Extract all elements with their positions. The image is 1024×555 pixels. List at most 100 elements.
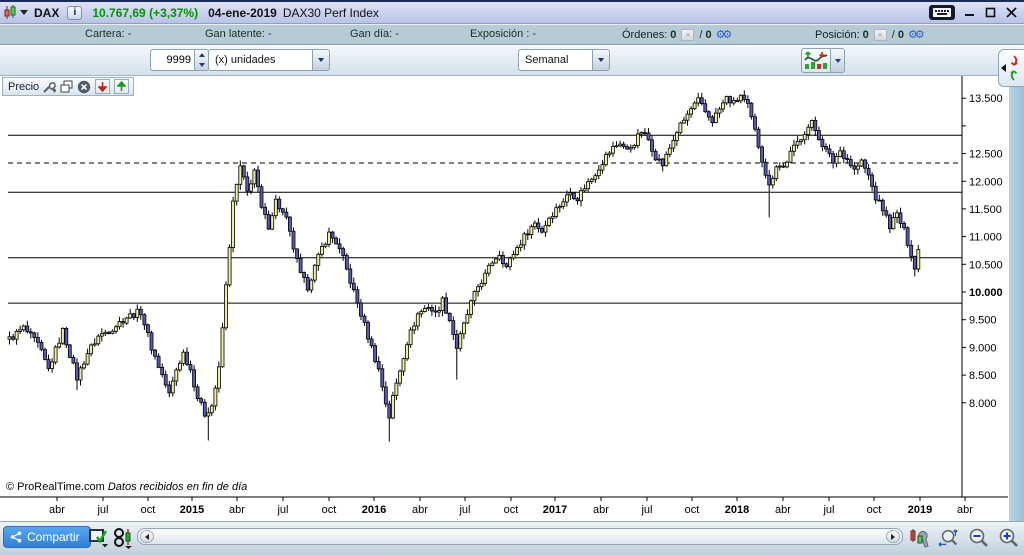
last-price-change: 10.767,69 (+3,37%): [92, 5, 199, 20]
price-style-button[interactable]: [112, 526, 134, 549]
svg-text:abr: abr: [957, 504, 973, 516]
svg-text:oct: oct: [867, 504, 882, 516]
svg-text:10.000: 10.000: [969, 287, 1003, 299]
maximize-icon[interactable]: [983, 6, 997, 20]
chart-style-dropdown-icon[interactable]: [831, 48, 845, 73]
quantity-group: [150, 49, 209, 71]
timeframe-dropdown-icon[interactable]: [592, 50, 609, 70]
posicion-label: Posición:: [815, 28, 860, 41]
svg-text:abr: abr: [775, 504, 791, 516]
svg-text:12.000: 12.000: [969, 176, 1003, 188]
exposicion-status: Exposición : -: [470, 28, 537, 40]
svg-text:9.000: 9.000: [969, 342, 997, 354]
price-panel-header: Precio: [2, 77, 135, 96]
move-panel-up-button[interactable]: [114, 79, 130, 94]
monitor-check-icon: [89, 528, 108, 547]
units-select[interactable]: (x) unidades: [208, 49, 330, 71]
posicion-status: Posición: 0 × / 0 ⚙⚙: [815, 28, 925, 41]
orders-settings-icon[interactable]: ⚙⚙: [715, 29, 733, 41]
svg-text:abr: abr: [229, 504, 245, 516]
instrument-name: DAX30 Perf Index: [282, 5, 379, 20]
units-dropdown-icon[interactable]: [312, 50, 329, 70]
ordenes-separator: /: [699, 28, 703, 41]
chart-horizontal-scrollbar[interactable]: [137, 528, 903, 545]
svg-text:2019: 2019: [908, 504, 932, 516]
chart-style-button[interactable]: [801, 48, 845, 73]
close-icon[interactable]: [1004, 6, 1018, 20]
svg-text:jul: jul: [458, 504, 470, 516]
svg-text:jul: jul: [822, 504, 834, 516]
svg-text:2016: 2016: [362, 504, 386, 516]
ordenes-count2: 0: [705, 28, 712, 41]
chart-region: 13.500 12.500 12.000 11.500 11.000 10.500 10.0…: [0, 49, 1024, 521]
last-date: 04-ene-2019: [208, 5, 277, 20]
posicion-count: 0: [862, 28, 869, 41]
svg-text:2018: 2018: [725, 504, 749, 516]
units-selected-value: (x) unidades: [215, 54, 276, 66]
move-panel-down-button[interactable]: [95, 79, 111, 94]
share-icon: [10, 531, 22, 543]
stepper-up-icon[interactable]: [195, 50, 208, 60]
svg-text:8.500: 8.500: [969, 370, 997, 382]
arrow-up-green-icon: [117, 81, 127, 91]
keyboard-icon[interactable]: [929, 5, 955, 20]
svg-text:oct: oct: [504, 504, 519, 516]
close-panel-icon[interactable]: [77, 80, 91, 94]
chart-style-icon[interactable]: [801, 48, 831, 73]
wrench-candle-icon: [910, 528, 929, 548]
svg-text:jul: jul: [96, 504, 108, 516]
zoom-out-icon: [969, 528, 988, 547]
instrument-symbol[interactable]: DAX: [34, 5, 60, 20]
svg-text:2017: 2017: [543, 504, 567, 516]
svg-text:jul: jul: [640, 504, 652, 516]
panel-collapse-icon: [1001, 64, 1006, 72]
info-icon[interactable]: i: [67, 5, 83, 20]
posicion-separator: /: [891, 28, 895, 41]
chart-options-button[interactable]: [908, 526, 930, 549]
zoom-in-icon: [999, 528, 1018, 547]
arrow-down-red-icon: [98, 82, 108, 92]
cancel-orders-icon[interactable]: ×: [681, 28, 695, 41]
svg-text:8.000: 8.000: [969, 398, 997, 410]
price-chart[interactable]: 13.500 12.500 12.000 11.500 11.000 10.500 10.0…: [0, 76, 1008, 521]
quantity-stepper[interactable]: [194, 49, 209, 71]
svg-text:oct: oct: [685, 504, 700, 516]
posicion-count2: 0: [897, 28, 904, 41]
zoom-select-button[interactable]: [938, 526, 960, 549]
timeframe-selected-value: Semanal: [525, 54, 569, 66]
svg-text:11.000: 11.000: [969, 232, 1002, 244]
wrench-icon[interactable]: [43, 80, 57, 93]
collapsed-side-panel[interactable]: [998, 49, 1024, 521]
share-button-label: Compartir: [27, 530, 80, 544]
scroll-right-icon[interactable]: [886, 530, 900, 543]
svg-text:2015: 2015: [180, 504, 204, 516]
timeframe-select[interactable]: Semanal: [518, 49, 610, 71]
stepper-down-icon[interactable]: [195, 60, 208, 70]
ordenes-count: 0: [670, 28, 677, 41]
zoom-area-icon: [938, 528, 958, 547]
detach-window-icon[interactable]: [60, 80, 73, 93]
position-settings-icon[interactable]: ⚙⚙: [907, 29, 925, 41]
share-button[interactable]: Compartir: [3, 526, 91, 548]
svg-text:abr: abr: [412, 504, 428, 516]
minimize-icon[interactable]: [962, 6, 976, 20]
svg-text:oct: oct: [141, 504, 156, 516]
gan-dia-status: Gan día: -: [350, 28, 399, 40]
ordenes-label: Órdenes:: [622, 28, 668, 41]
scroll-left-icon[interactable]: [140, 530, 154, 543]
svg-text:© ProRealTime.com Datos recibi: © ProRealTime.com Datos recibidos en fin…: [6, 481, 247, 493]
instrument-dropdown-icon[interactable]: [20, 10, 28, 15]
candlestick-pair-icon: [4, 5, 17, 20]
screen-settings-button[interactable]: [88, 526, 110, 549]
orders-panel-toggle[interactable]: [998, 49, 1024, 87]
svg-text:abr: abr: [593, 504, 609, 516]
title-bar: DAX i 10.767,69 (+3,37%) 04-ene-2019 DAX…: [0, 2, 1024, 24]
quantity-input[interactable]: [150, 49, 194, 71]
svg-text:10.500: 10.500: [969, 259, 1003, 271]
zoom-in-button[interactable]: [998, 526, 1020, 549]
svg-text:9.500: 9.500: [969, 315, 997, 327]
price-style-icon: [114, 527, 132, 549]
close-position-icon[interactable]: ×: [873, 28, 887, 41]
zoom-out-button[interactable]: [968, 526, 990, 549]
